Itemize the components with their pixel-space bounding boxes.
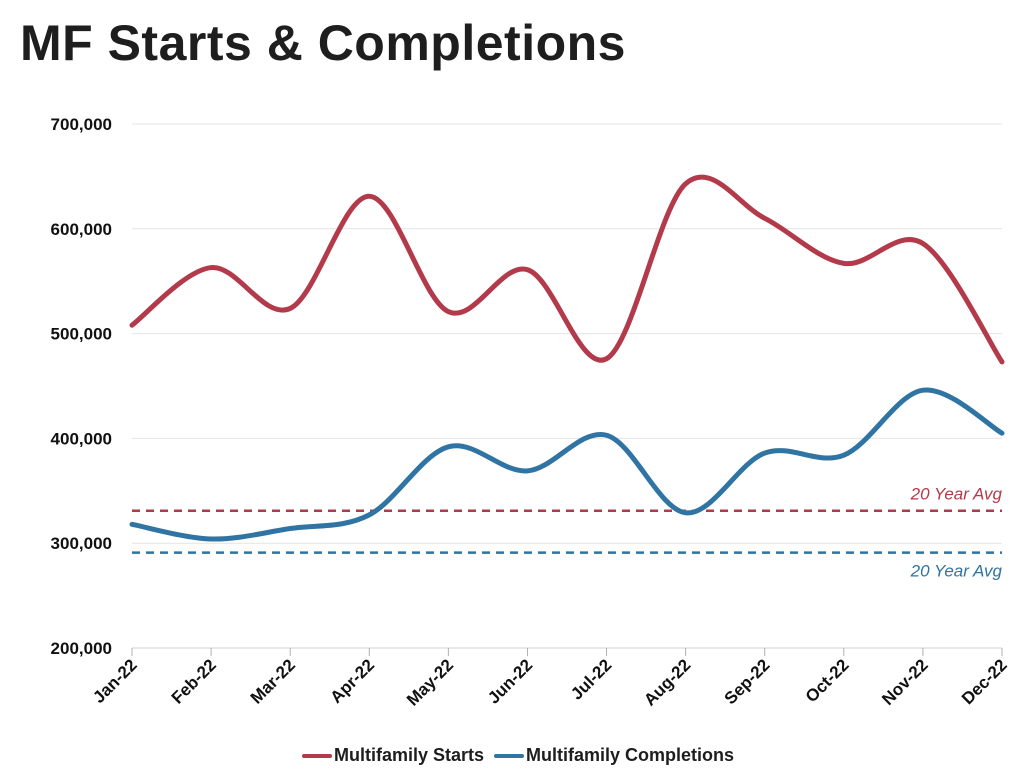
average-label: 20 Year Avg [910,562,1003,581]
x-tick-label: Feb-22 [168,655,220,707]
x-tick-label: Jan-22 [89,655,141,707]
legend-label-completions: Multifamily Completions [526,745,735,765]
gridlines [132,123,1002,649]
x-tick-label: Mar-22 [247,655,299,707]
average-lines: 20 Year Avg 20 Year Avg [132,485,1003,581]
legend-item-starts: Multifamily Starts [301,745,484,766]
legend: Multifamily Starts Multifamily Completio… [0,745,1036,766]
y-tick-label: 600,000 [51,220,112,239]
x-axis: Jan-22 Feb-22 Mar-22 Apr-22 May-22 Jun-22 Jul-… [89,647,1011,710]
y-tick-label: 700,000 [51,115,112,134]
y-tick-label: 300,000 [51,534,112,553]
x-tick-label: Aug-22 [640,655,694,709]
x-tick-label: Sep-22 [721,655,774,708]
y-tick-label: 200,000 [51,639,112,658]
x-tick-label: Jun-22 [484,655,536,707]
x-tick-label: Apr-22 [327,655,379,707]
series-lines [129,174,1005,542]
x-tick-label: Nov-22 [878,655,932,709]
y-tick-label: 500,000 [51,325,112,344]
x-tick-label: Dec-22 [958,655,1011,708]
legend-swatch-starts [301,753,332,758]
y-tick-label: 400,000 [51,429,112,448]
series-line [129,387,1005,542]
x-tick-label: Oct-22 [802,655,853,706]
average-label: 20 Year Avg [910,485,1003,504]
legend-item-completions: Multifamily Completions [494,745,734,766]
chart-svg: 200,000 300,000 400,000 500,000 600,000 700,0… [51,115,1011,710]
series-line [129,174,1005,365]
y-axis-ticks: 200,000 300,000 400,000 500,000 600,000 700,0… [51,115,112,658]
chart-title: MF Starts & Completions [20,15,626,71]
x-tick-label: May-22 [403,655,457,709]
x-tick-label: Jul-22 [567,655,615,703]
legend-label-starts: Multifamily Starts [333,745,484,765]
legend-swatch-completions [494,753,524,758]
